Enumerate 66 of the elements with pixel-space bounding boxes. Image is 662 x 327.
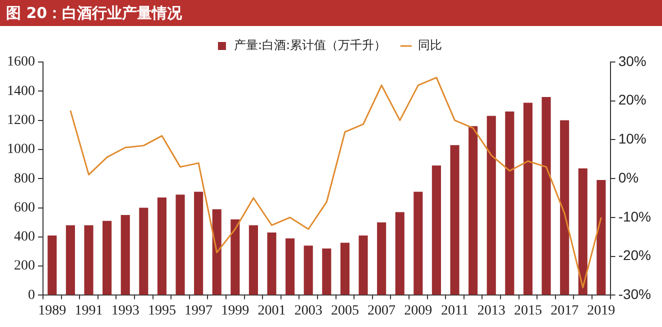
y-tick-label: 1600 [7,54,35,70]
y2-tick-label: 10% [618,130,646,147]
bar [432,165,441,295]
x-tick-label: 2005 [330,303,359,318]
bar [340,242,350,295]
x-tick-label: 2013 [477,303,506,318]
bar [66,225,75,295]
y-tick-label: 200 [14,258,35,274]
x-tick-label: 2017 [550,303,579,318]
y-tick-label: 0 [28,288,35,303]
x-tick-label: 1989 [38,303,66,318]
bar [139,208,148,295]
bar [120,215,130,295]
x-tick-label: 1999 [221,303,250,318]
y-tick-label: 600 [14,200,35,216]
bar [157,198,166,295]
x-tick-label: 1993 [111,303,140,318]
y2-tick-label: -20% [618,247,652,264]
bar [486,116,496,295]
bar [468,126,478,295]
x-tick-label: 2007 [368,303,396,318]
y-tick-label: 400 [14,230,35,245]
bar [358,235,368,295]
y-tick-label: 800 [14,171,35,186]
bar [304,246,313,295]
bar [48,235,57,295]
bar [450,145,460,295]
bar [248,225,258,295]
y-tick-label: 1000 [7,142,35,158]
bar [560,120,570,295]
bar [286,238,295,295]
bar [230,219,240,295]
y2-tick-label: -10% [618,208,652,224]
x-tick-label: 1991 [74,303,103,318]
y2-tick-label: 20% [618,92,646,108]
bar [395,212,404,295]
y-tick-label: 1400 [7,84,35,99]
bar [102,220,112,295]
bar [267,232,276,295]
bar [377,222,386,295]
chart-title: 图 20：白酒行业产量情况 [0,0,662,26]
x-tick-label: 2001 [258,303,286,318]
x-tick-label: 1997 [184,303,213,318]
bar [84,225,94,295]
y2-tick-label: 0% [618,169,639,186]
legend-label: 同比 [418,38,442,52]
bar [414,192,423,295]
x-tick-label: 2003 [294,303,322,318]
bar [212,209,222,295]
x-tick-label: 2015 [514,303,542,318]
bar [322,248,332,295]
y-tick-label: 1200 [7,112,35,128]
y2-tick-label: 30% [618,52,646,69]
x-tick-label: 2009 [404,303,432,318]
bar [523,102,532,295]
bar [596,180,606,295]
bar [542,96,551,295]
bar [176,194,185,295]
bar [194,192,204,295]
x-tick-label: 2019 [587,303,616,318]
bar [578,168,588,295]
legend-label: 产量:白酒:累计值（万千升） [234,38,386,52]
bar [505,112,514,295]
y2-tick-label: -30% [618,286,652,302]
x-tick-label: 2011 [441,303,469,318]
x-tick-label: 1995 [148,303,176,318]
